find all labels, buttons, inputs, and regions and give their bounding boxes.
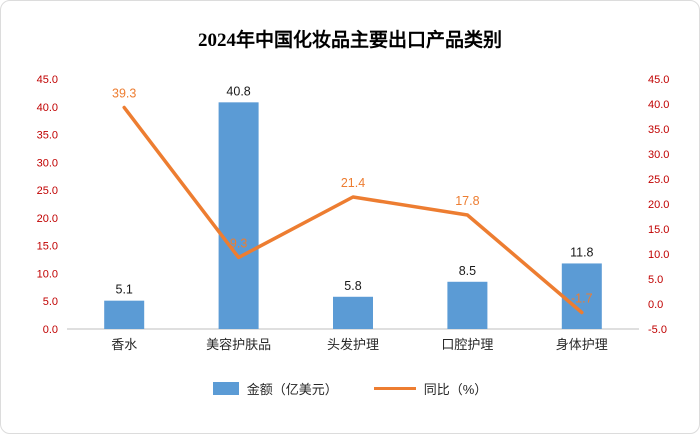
left-axis-tick: 30.0 — [37, 157, 58, 169]
category-label: 香水 — [111, 337, 137, 352]
category-label: 身体护理 — [556, 337, 608, 352]
bar — [218, 102, 259, 329]
bar-value-label: 5.1 — [116, 283, 133, 297]
line-value-label: 39.3 — [112, 87, 136, 101]
line-legend-swatch — [373, 387, 416, 390]
right-axis-tick: 45.0 — [648, 74, 669, 86]
bar — [561, 263, 602, 329]
legend-label-amount: 金额（亿美元） — [246, 382, 338, 397]
left-axis-tick: 5.0 — [43, 296, 58, 308]
left-axis-tick: 25.0 — [37, 185, 58, 197]
right-axis-tick: 20.0 — [648, 199, 669, 211]
right-axis-tick: 35.0 — [648, 124, 669, 136]
category-label: 口腔护理 — [441, 337, 493, 352]
left-axis-tick: 0.0 — [43, 324, 58, 336]
right-axis-tick: 40.0 — [648, 99, 669, 111]
chart-title: 2024年中国化妆品主要出口产品类别 — [197, 30, 502, 51]
right-axis-tick: 0.0 — [648, 299, 663, 311]
line-value-label: 9.3 — [230, 237, 247, 251]
bar-legend-swatch — [212, 382, 239, 395]
category-label: 头发护理 — [327, 337, 379, 352]
bar-value-label: 40.8 — [226, 84, 250, 98]
bar-value-label: 11.8 — [570, 245, 593, 259]
bar — [333, 296, 373, 329]
bar-value-label: 5.8 — [344, 279, 361, 293]
bar-value-label: 8.5 — [459, 264, 476, 278]
left-axis-tick: 10.0 — [37, 268, 58, 280]
legend-label-yoy: 同比（%） — [423, 382, 488, 397]
chart-legend: 金额（亿美元） 同比（%） — [1, 379, 699, 398]
line-value-label: -1.7 — [571, 292, 593, 306]
left-axis-tick: 20.0 — [37, 213, 58, 225]
bar — [447, 281, 488, 329]
combo-chart: 0.0 5.0 10.0 15.0 20.0 25.0 30.0 35.0 40.0 45.0 -5… — [37, 74, 670, 352]
left-axis-tick: 45.0 — [37, 74, 58, 86]
line-value-label: 17.8 — [455, 194, 479, 208]
right-axis-tick: 10.0 — [648, 249, 669, 261]
left-axis-tick: 15.0 — [37, 241, 58, 253]
right-axis-tick: 15.0 — [648, 224, 669, 236]
right-axis-tick: 5.0 — [648, 274, 663, 286]
bar — [104, 300, 145, 329]
legend-item-amount: 金额（亿美元） — [212, 379, 338, 398]
line-value-label: 21.4 — [341, 176, 365, 190]
yoy-line — [122, 105, 584, 315]
right-axis-tick: 30.0 — [648, 149, 669, 161]
left-axis-tick: 35.0 — [37, 130, 58, 142]
category-label: 美容护肤品 — [206, 337, 271, 352]
legend-item-yoy: 同比（%） — [373, 379, 488, 398]
right-axis-tick: -5.0 — [648, 324, 667, 336]
left-axis-tick: 40.0 — [37, 102, 58, 114]
right-axis-tick: 25.0 — [648, 174, 669, 186]
